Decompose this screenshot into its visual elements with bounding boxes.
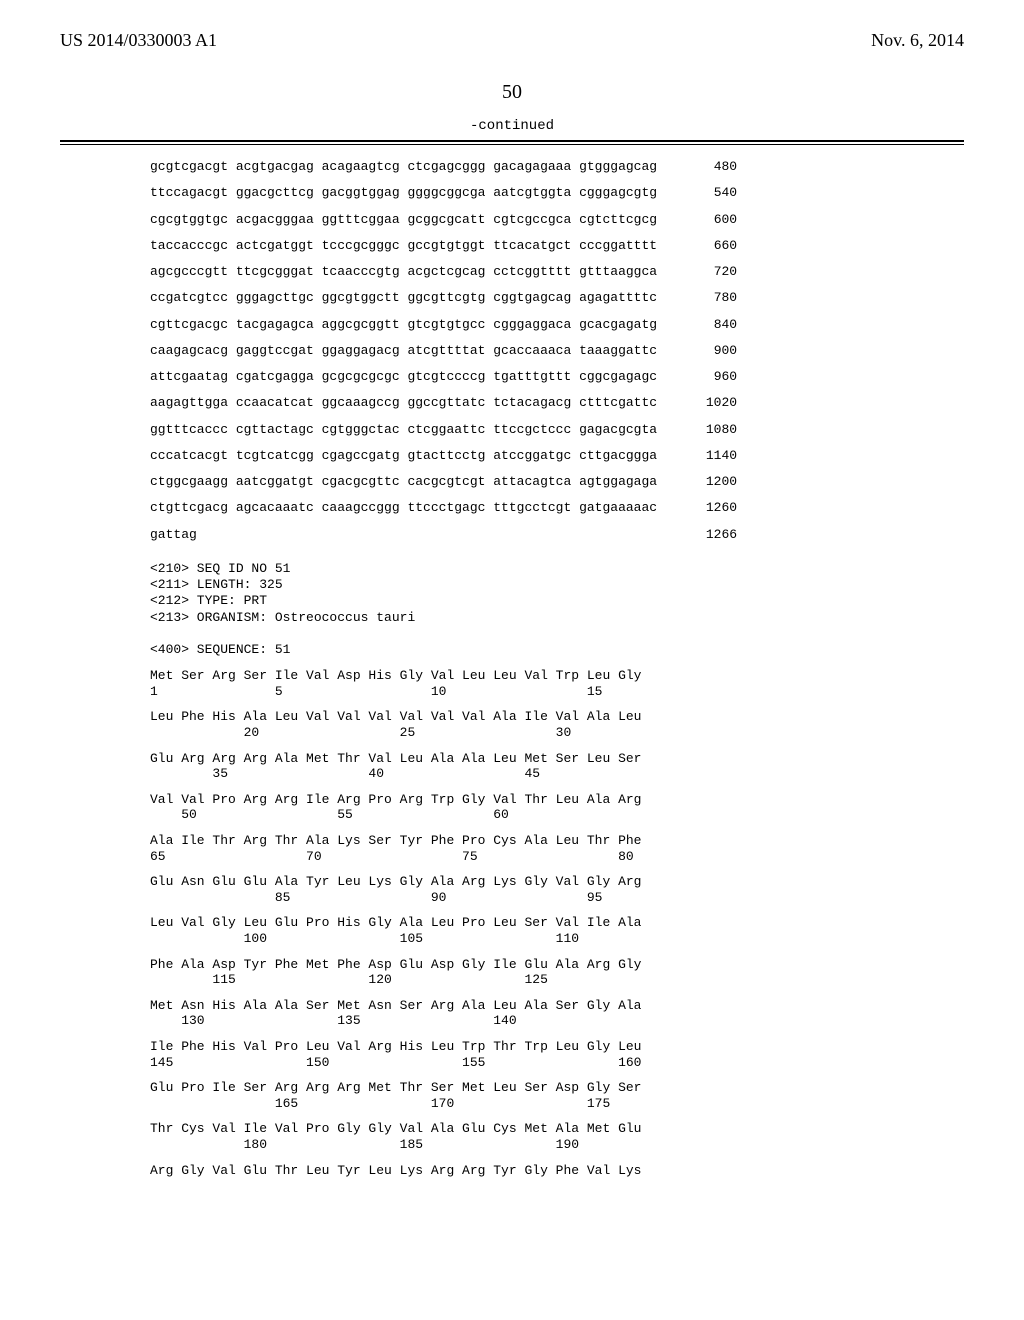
nucleotide-line: gcgtcgacgt acgtgacgag acagaagtcg ctcgagc…	[150, 159, 964, 175]
nucleotide-seq: caagagcacg gaggtccgat ggaggagacg atcgttt…	[150, 343, 657, 359]
publication-number: US 2014/0330003 A1	[60, 30, 217, 51]
protein-aa-line: Glu Arg Arg Arg Ala Met Thr Val Leu Ala …	[150, 751, 964, 767]
nucleotide-line: ccgatcgtcc gggagcttgc ggcgtggctt ggcgttc…	[150, 290, 964, 306]
nucleotide-pos: 600	[677, 212, 737, 228]
nucleotide-pos: 480	[677, 159, 737, 175]
nucleotide-pos: 840	[677, 317, 737, 333]
nucleotide-seq: cgcgtggtgc acgacgggaa ggtttcggaa gcggcgc…	[150, 212, 657, 228]
nucleotide-seq: gattag	[150, 527, 657, 543]
protein-number-line: 50 55 60	[150, 807, 964, 823]
protein-number-line: 180 185 190	[150, 1137, 964, 1153]
protein-number-line: 115 120 125	[150, 972, 964, 988]
protein-number-line: 165 170 175	[150, 1096, 964, 1112]
page-header: US 2014/0330003 A1 Nov. 6, 2014	[60, 30, 964, 51]
nucleotide-pos: 960	[677, 369, 737, 385]
protein-aa-line: Ile Phe His Val Pro Leu Val Arg His Leu …	[150, 1039, 964, 1055]
nucleotide-seq: agcgcccgtt ttcgcgggat tcaacccgtg acgctcg…	[150, 264, 657, 280]
nucleotide-pos: 900	[677, 343, 737, 359]
protein-aa-line: Val Val Pro Arg Arg Ile Arg Pro Arg Trp …	[150, 792, 964, 808]
nucleotide-seq: ccgatcgtcc gggagcttgc ggcgtggctt ggcgttc…	[150, 290, 657, 306]
nucleotide-seq: taccacccgc actcgatggt tcccgcgggc gccgtgt…	[150, 238, 657, 254]
protein-number-line: 100 105 110	[150, 931, 964, 947]
protein-number-line: 65 70 75 80	[150, 849, 964, 865]
protein-number-line: 35 40 45	[150, 766, 964, 782]
nucleotide-line: ggtttcaccc cgttactagc cgtgggctac ctcggaa…	[150, 422, 964, 438]
nucleotide-seq: ctgttcgacg agcacaaatc caaagccggg ttccctg…	[150, 500, 657, 516]
nucleotide-seq: ctggcgaagg aatcggatgt cgacgcgttc cacgcgt…	[150, 474, 657, 490]
page-number: 50	[60, 81, 964, 104]
nucleotide-pos: 1260	[677, 500, 737, 516]
nucleotide-pos: 540	[677, 185, 737, 201]
protein-aa-line: Met Asn His Ala Ala Ser Met Asn Ser Arg …	[150, 998, 964, 1014]
nucleotide-line: attcgaatag cgatcgagga gcgcgcgcgc gtcgtcc…	[150, 369, 964, 385]
page: US 2014/0330003 A1 Nov. 6, 2014 50 -cont…	[0, 0, 1024, 1320]
protein-number-line: 145 150 155 160	[150, 1055, 964, 1071]
protein-aa-line: Met Ser Arg Ser Ile Val Asp His Gly Val …	[150, 668, 964, 684]
nucleotide-seq: cgttcgacgc tacgagagca aggcgcggtt gtcgtgt…	[150, 317, 657, 333]
nucleotide-line: gattag 1266	[150, 527, 964, 543]
continued-label: -continued	[60, 118, 964, 134]
nucleotide-pos: 1080	[677, 422, 737, 438]
protein-aa-line: Leu Phe His Ala Leu Val Val Val Val Val …	[150, 709, 964, 725]
protein-number-line: 130 135 140	[150, 1013, 964, 1029]
nucleotide-seq: ttccagacgt ggacgcttcg gacggtggag ggggcgg…	[150, 185, 657, 201]
nucleotide-seq: ggtttcaccc cgttactagc cgtgggctac ctcggaa…	[150, 422, 657, 438]
protein-aa-line: Ala Ile Thr Arg Thr Ala Lys Ser Tyr Phe …	[150, 833, 964, 849]
nucleotide-line: cccatcacgt tcgtcatcgg cgagccgatg gtacttc…	[150, 448, 964, 464]
protein-number-line: 85 90 95	[150, 890, 964, 906]
nucleotide-pos: 1266	[677, 527, 737, 543]
publication-date: Nov. 6, 2014	[871, 30, 964, 51]
nucleotide-line: aagagttgga ccaacatcat ggcaaagccg ggccgtt…	[150, 395, 964, 411]
protein-aa-line: Thr Cys Val Ile Val Pro Gly Gly Val Ala …	[150, 1121, 964, 1137]
protein-aa-line: Arg Gly Val Glu Thr Leu Tyr Leu Lys Arg …	[150, 1163, 964, 1179]
nucleotide-line: ttccagacgt ggacgcttcg gacggtggag ggggcgg…	[150, 185, 964, 201]
nucleotide-line: ctggcgaagg aatcggatgt cgacgcgttc cacgcgt…	[150, 474, 964, 490]
protein-number-line: 20 25 30	[150, 725, 964, 741]
nucleotide-pos: 1140	[677, 448, 737, 464]
nucleotide-line: cgttcgacgc tacgagagca aggcgcggtt gtcgtgt…	[150, 317, 964, 333]
sequence-metadata: <210> SEQ ID NO 51 <211> LENGTH: 325 <21…	[150, 561, 964, 659]
nucleotide-seq: aagagttgga ccaacatcat ggcaaagccg ggccgtt…	[150, 395, 657, 411]
nucleotide-seq: cccatcacgt tcgtcatcgg cgagccgatg gtacttc…	[150, 448, 657, 464]
protein-aa-line: Glu Pro Ile Ser Arg Arg Arg Met Thr Ser …	[150, 1080, 964, 1096]
nucleotide-pos: 720	[677, 264, 737, 280]
protein-number-line: 1 5 10 15	[150, 684, 964, 700]
nucleotide-line: cgcgtggtgc acgacgggaa ggtttcggaa gcggcgc…	[150, 212, 964, 228]
nucleotide-pos: 660	[677, 238, 737, 254]
protein-aa-line: Leu Val Gly Leu Glu Pro His Gly Ala Leu …	[150, 915, 964, 931]
nucleotide-sequence-block: gcgtcgacgt acgtgacgag acagaagtcg ctcgagc…	[150, 159, 964, 543]
protein-aa-line: Phe Ala Asp Tyr Phe Met Phe Asp Glu Asp …	[150, 957, 964, 973]
nucleotide-pos: 780	[677, 290, 737, 306]
nucleotide-pos: 1020	[677, 395, 737, 411]
nucleotide-seq: gcgtcgacgt acgtgacgag acagaagtcg ctcgagc…	[150, 159, 657, 175]
nucleotide-line: ctgttcgacg agcacaaatc caaagccggg ttccctg…	[150, 500, 964, 516]
rule-heavy-top	[60, 140, 964, 142]
nucleotide-line: agcgcccgtt ttcgcgggat tcaacccgtg acgctcg…	[150, 264, 964, 280]
nucleotide-line: caagagcacg gaggtccgat ggaggagacg atcgttt…	[150, 343, 964, 359]
nucleotide-pos: 1200	[677, 474, 737, 490]
protein-sequence-block: Met Ser Arg Ser Ile Val Asp His Gly Val …	[150, 668, 964, 1178]
rule-light-top	[60, 144, 964, 145]
protein-aa-line: Glu Asn Glu Glu Ala Tyr Leu Lys Gly Ala …	[150, 874, 964, 890]
nucleotide-line: taccacccgc actcgatggt tcccgcgggc gccgtgt…	[150, 238, 964, 254]
nucleotide-seq: attcgaatag cgatcgagga gcgcgcgcgc gtcgtcc…	[150, 369, 657, 385]
